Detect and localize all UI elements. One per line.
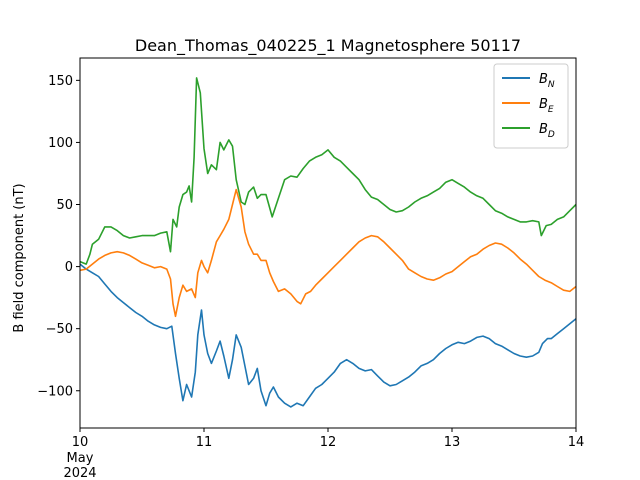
chart-title: Dean_Thomas_040225_1 Magnetosphere 50117 [135, 36, 521, 56]
x-tick-label: 14 [568, 435, 585, 450]
y-axis: −100 −50 0 50 100 150 [37, 74, 80, 399]
x-tick-label: 10 [72, 435, 89, 450]
y-tick-label: −100 [37, 384, 73, 399]
x-offset-label: 2024 [63, 466, 96, 480]
x-tick-label: 11 [196, 435, 213, 450]
series-layer [79, 77, 577, 408]
series-line-n [79, 263, 577, 408]
y-tick-label: 0 [65, 260, 73, 275]
y-axis-label: B field component (nT) [12, 183, 27, 332]
y-tick-label: 100 [48, 136, 73, 151]
legend-box [493, 63, 569, 149]
x-offset-label: May [67, 451, 94, 466]
x-tick-label: 13 [444, 435, 461, 450]
series-line-e [79, 188, 577, 318]
x-tick-label: 12 [320, 435, 337, 450]
y-tick-label: 50 [56, 198, 73, 213]
y-tick-label: 150 [48, 74, 73, 89]
y-tick-label: −50 [46, 322, 73, 337]
series-line-d [79, 77, 577, 265]
